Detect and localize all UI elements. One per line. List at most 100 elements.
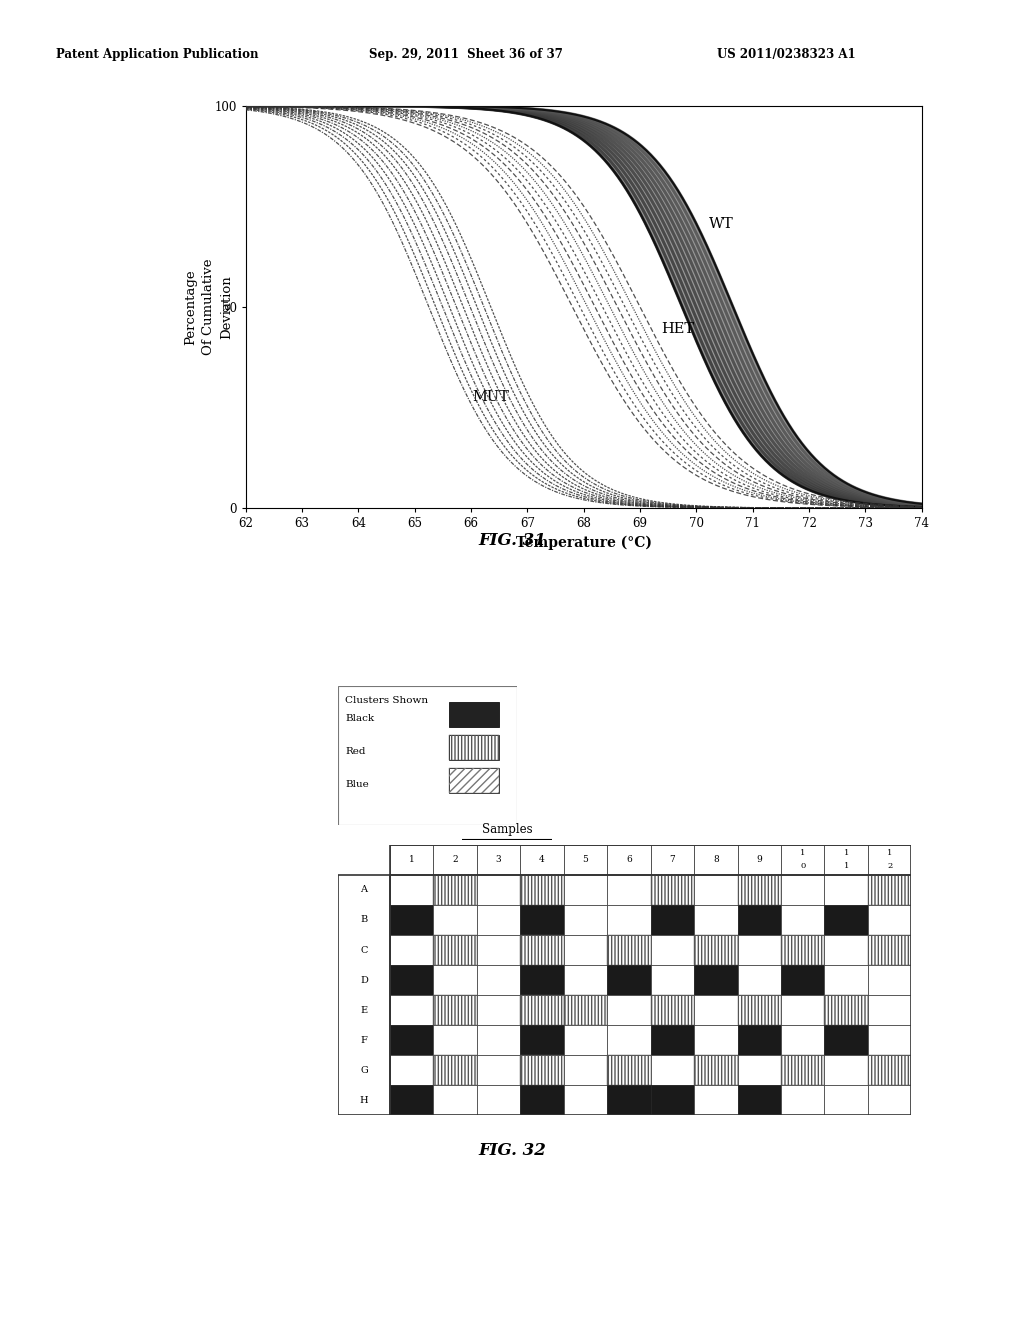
Text: Black: Black [345,714,374,723]
Bar [694,845,737,875]
Bar [449,768,500,793]
Bar [607,845,650,875]
Bar [564,845,607,875]
Bar [824,935,868,965]
Text: FIG. 32: FIG. 32 [478,1142,546,1159]
Bar [477,1055,520,1085]
Text: FIG. 31: FIG. 31 [478,532,546,549]
Bar [824,906,868,935]
Bar [520,965,564,995]
Bar [607,1026,650,1055]
Bar [607,906,650,935]
Text: Patent Application Publication: Patent Application Publication [56,48,259,61]
Bar [737,875,781,906]
Bar [737,875,781,906]
Bar [564,995,607,1026]
Bar [390,935,433,965]
Bar [781,965,824,995]
Bar [477,1026,520,1055]
Bar [781,1055,824,1085]
Bar [520,1026,564,1055]
Bar [520,845,564,875]
Bar [449,702,500,726]
Bar [390,965,433,995]
Bar [433,935,477,965]
Bar [868,875,911,906]
Bar [781,935,824,965]
Bar [650,845,694,875]
Bar [607,935,650,965]
Bar [477,935,520,965]
Bar [390,1055,433,1085]
Bar [650,935,694,965]
Bar [520,875,564,906]
Bar [868,995,911,1026]
Text: 5: 5 [583,855,589,865]
Bar [868,1055,911,1085]
Text: Samples: Samples [481,822,532,836]
Bar [390,875,911,1115]
Bar [650,995,694,1026]
Bar [390,995,433,1026]
Bar [868,1085,911,1115]
Bar [433,935,477,965]
Bar [868,935,911,965]
Bar [868,906,911,935]
Bar [564,965,607,995]
Bar [433,995,477,1026]
Bar [781,845,824,875]
Bar [694,906,737,935]
Bar [477,995,520,1026]
Bar [650,1085,694,1115]
Text: F: F [360,1036,368,1044]
Bar [650,906,694,935]
Bar [781,1055,824,1085]
Text: E: E [360,1006,368,1015]
Bar [868,935,911,965]
Text: Sep. 29, 2011  Sheet 36 of 37: Sep. 29, 2011 Sheet 36 of 37 [369,48,562,61]
Bar [520,935,564,965]
Bar [390,845,911,875]
Text: 2: 2 [887,862,892,870]
Bar [737,1085,781,1115]
Bar [433,1055,477,1085]
Bar [650,965,694,995]
Bar [433,1055,477,1085]
Bar [868,845,911,875]
Text: WT: WT [709,218,733,231]
Bar [433,965,477,995]
Text: MUT: MUT [472,391,509,404]
Bar [868,965,911,995]
Bar [694,875,737,906]
Text: 1: 1 [887,849,892,857]
Bar [737,1055,781,1085]
Bar [694,935,737,965]
Bar [449,735,500,760]
Bar [477,1085,520,1115]
Bar [449,768,500,793]
Bar [824,1055,868,1085]
Bar [390,845,433,875]
Bar [824,1085,868,1115]
Bar [781,1026,824,1055]
Bar [868,875,911,906]
Bar [694,995,737,1026]
Text: C: C [360,945,368,954]
Bar [694,965,737,995]
Text: G: G [360,1065,368,1074]
Text: US 2011/0238323 A1: US 2011/0238323 A1 [717,48,855,61]
Bar [694,1055,737,1085]
Bar [650,875,694,906]
Bar [737,1026,781,1055]
Bar [781,995,824,1026]
Bar [824,875,868,906]
Bar [737,845,781,875]
Bar [564,1055,607,1085]
Bar [390,875,433,906]
Bar [607,935,650,965]
Bar [781,906,824,935]
Bar [650,875,694,906]
Bar [564,875,607,906]
Bar [607,1085,650,1115]
Text: Blue: Blue [345,780,369,789]
